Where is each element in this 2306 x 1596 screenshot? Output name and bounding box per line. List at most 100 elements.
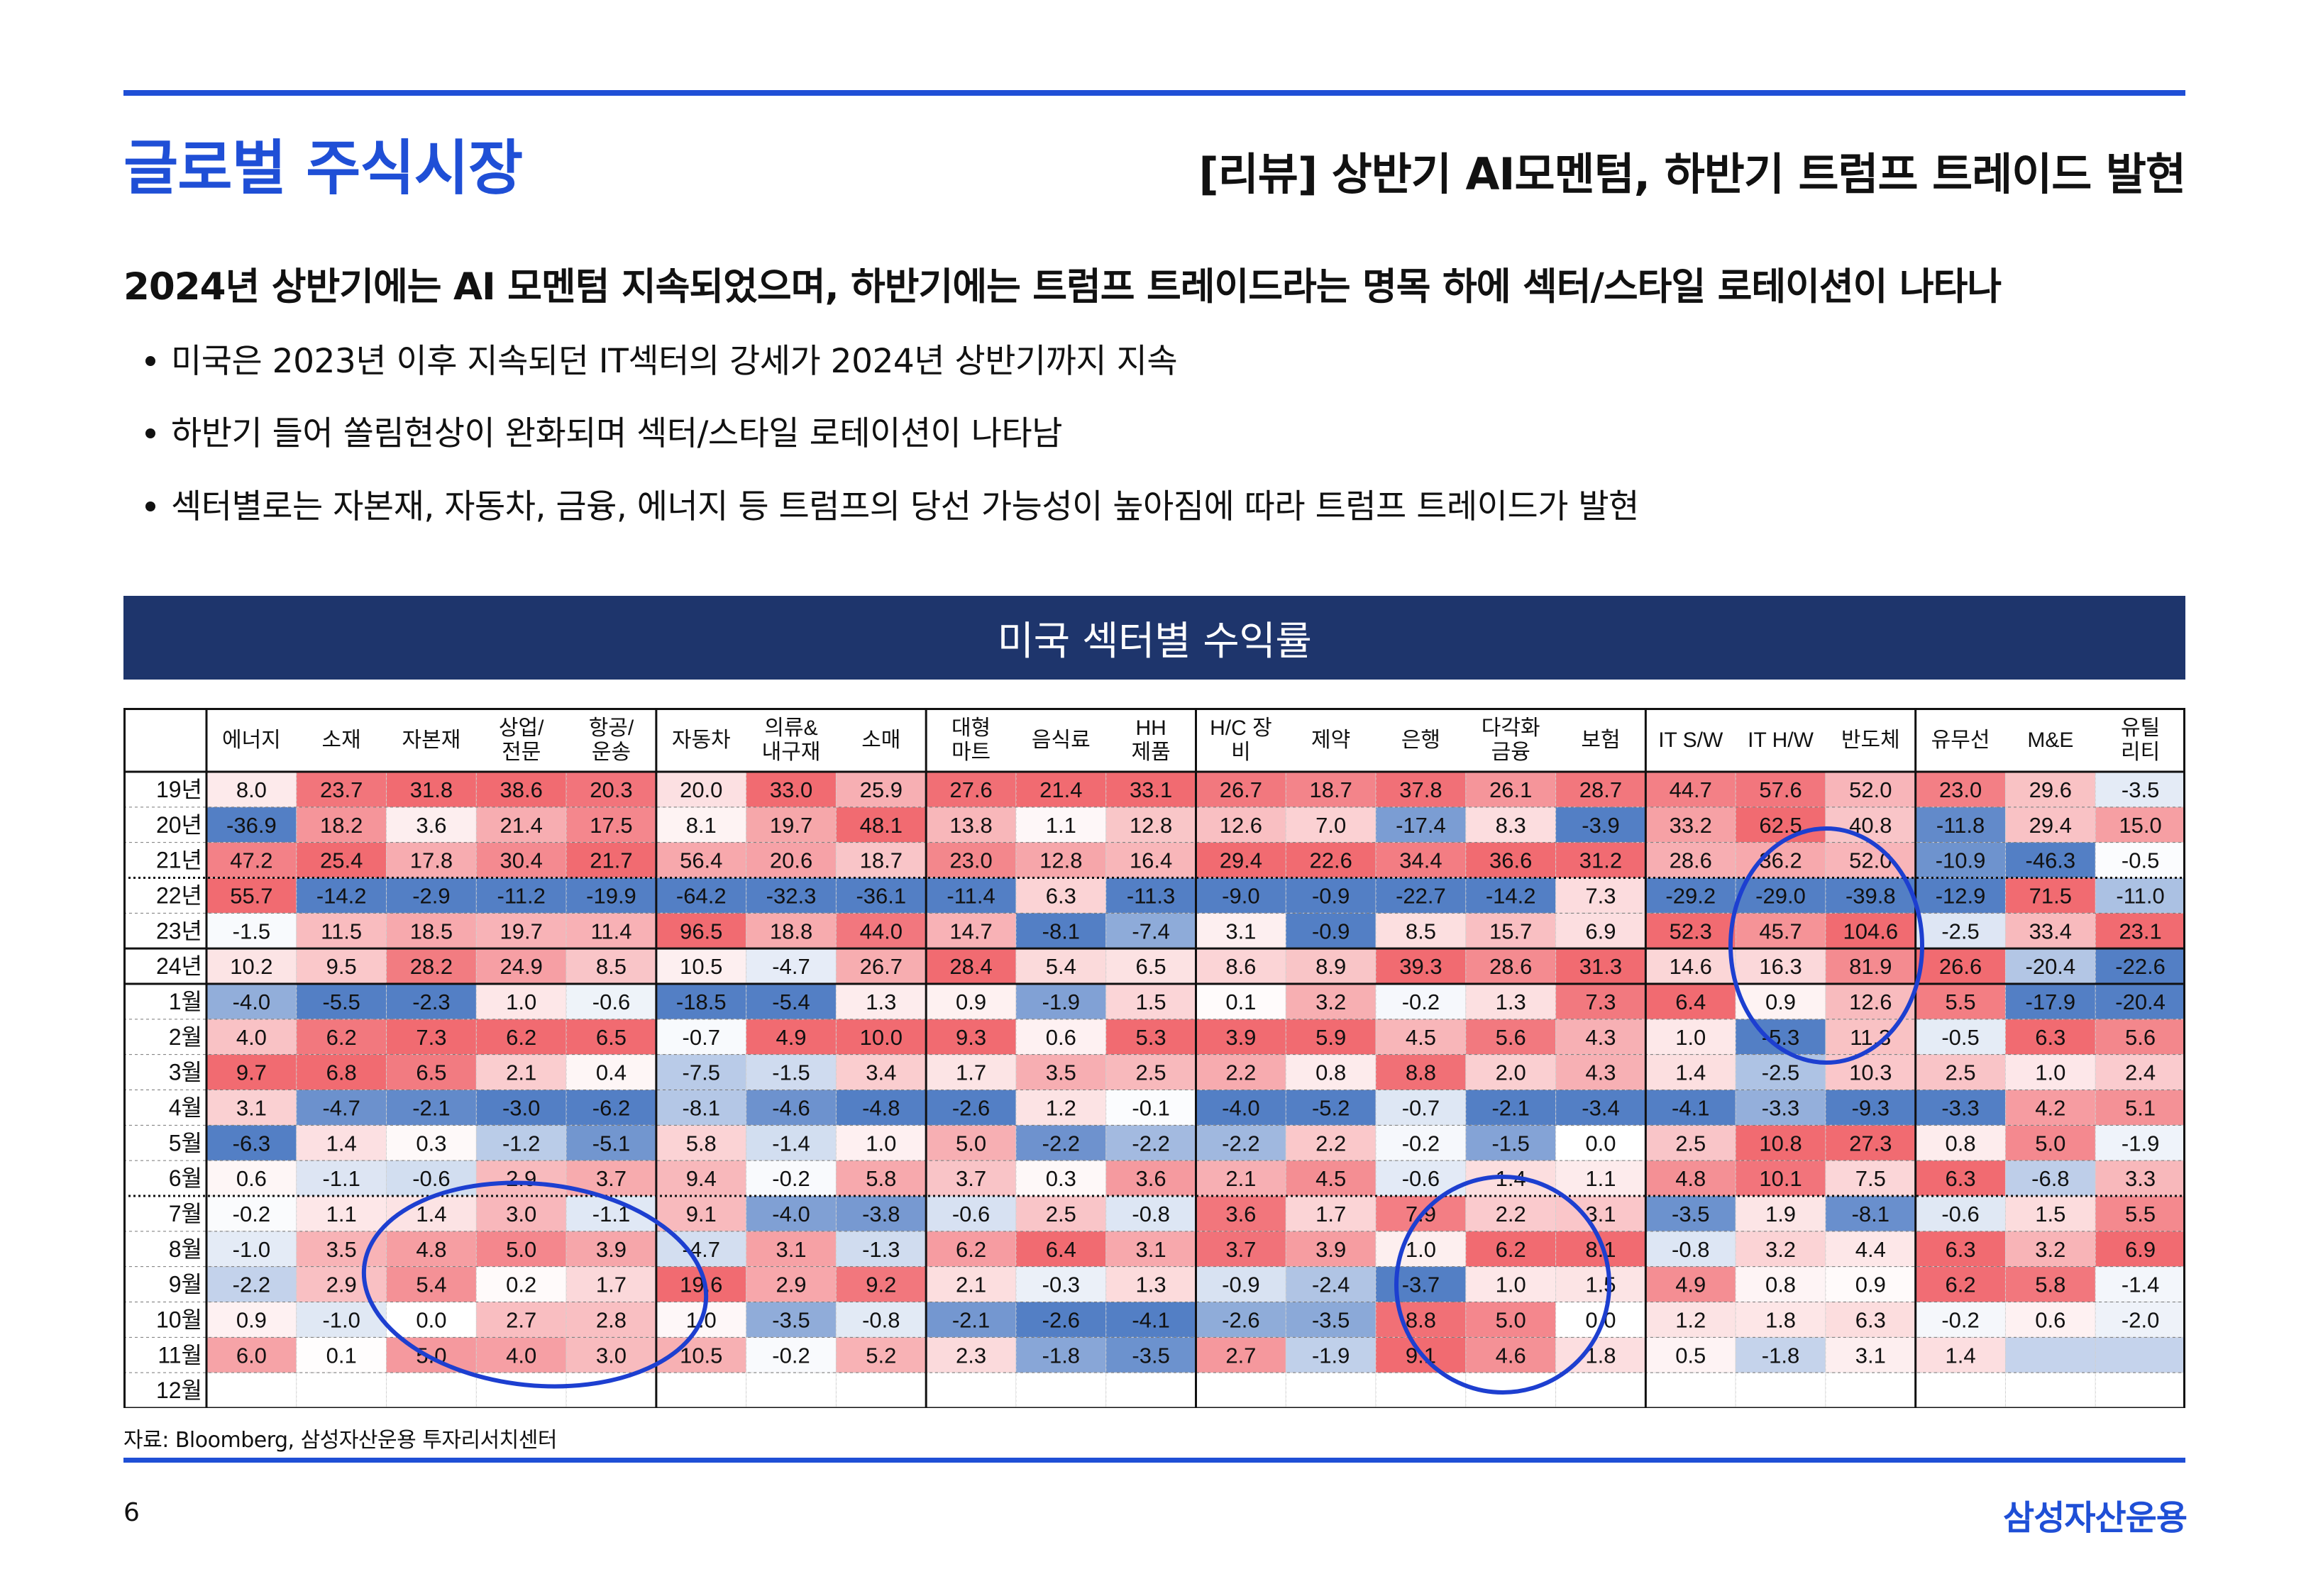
table-cell	[1375, 1124, 1467, 1161]
table-cell	[475, 948, 567, 985]
cell-value: 17.5	[590, 813, 632, 838]
cell-value: -14.2	[1486, 883, 1536, 908]
cell-value: 34.4	[1399, 848, 1442, 873]
table-cell	[1196, 771, 1286, 808]
cell-value: 17.8	[410, 848, 453, 873]
table-cell	[1196, 1266, 1286, 1303]
table-cell	[925, 1372, 1017, 1408]
table-cell	[1735, 1090, 1826, 1126]
top-rule	[123, 90, 2185, 96]
cell-value: 0.6	[2035, 1307, 2065, 1332]
row-label: 8월	[169, 1236, 202, 1262]
cell-value: -0.6	[1402, 1166, 1440, 1191]
table-cell	[925, 1302, 1017, 1338]
table-cell	[1645, 1336, 1736, 1373]
table-cell	[835, 1372, 927, 1408]
cell-value: 6.3	[1946, 1237, 1976, 1262]
cell-value: 12.6	[1220, 813, 1262, 838]
cell-value: 15.0	[2119, 813, 2161, 838]
cell-value: -0.2	[1402, 1131, 1440, 1156]
cell-value: 6.3	[1855, 1307, 1886, 1332]
cell-value: 3.7	[1225, 1237, 1256, 1262]
cell-value: 1.0	[1496, 1273, 1526, 1297]
row-label: 3월	[169, 1060, 202, 1085]
sector-returns-table: 에너지 소재 자본재 상업/전문 항공/운송 자동차 의류& 내구재 소매 대형 마트 음식료 HH 제품…	[123, 708, 2185, 1408]
cell-value: 3.2	[1765, 1237, 1796, 1262]
cell-value: 3.1	[1136, 1237, 1166, 1262]
table-cell	[2004, 1195, 2096, 1232]
cell-value: -3.5	[2122, 777, 2159, 802]
cell-value: -8.1	[1852, 1202, 1890, 1226]
table-cell	[2095, 1124, 2185, 1161]
cell-value: -39.8	[1846, 883, 1896, 908]
cell-value: -3.3	[1941, 1095, 1979, 1120]
cell-value: 31.3	[1579, 954, 1622, 979]
table-cell	[475, 1090, 567, 1126]
cell-value: 21.7	[590, 848, 632, 873]
cell-value: 1.1	[326, 1202, 357, 1226]
column-header: 에너지	[222, 728, 281, 752]
cell-value: -3.5	[772, 1307, 810, 1332]
table-cell	[206, 1019, 297, 1055]
cell-value: 1.4	[326, 1131, 357, 1156]
column-header-line: 유틸	[2121, 716, 2160, 740]
row-label: 6월	[169, 1165, 202, 1191]
cell-value: 13.8	[949, 813, 992, 838]
cell-value: 3.9	[1225, 1025, 1256, 1050]
cell-value: 1.2	[1046, 1095, 1076, 1120]
cell-value: -2.2	[233, 1273, 270, 1297]
cell-value: 4.9	[776, 1025, 806, 1050]
cell-value: 14.6	[1670, 954, 1712, 979]
table-cell	[925, 1019, 1017, 1055]
cell-value: 1.8	[1765, 1307, 1796, 1332]
cell-value: -2.5	[1941, 919, 1979, 943]
table-cell	[1915, 877, 2006, 914]
cell-value: -0.2	[772, 1166, 810, 1191]
cell-value: -3.9	[1582, 813, 1619, 838]
table-cell	[1015, 1336, 1107, 1373]
bullet-dot-icon	[145, 428, 155, 438]
cell-value: 0.6	[236, 1166, 267, 1191]
table-cell	[835, 1266, 927, 1303]
column-header-line: IT S/W	[1658, 728, 1723, 752]
cell-value: 12.8	[1130, 813, 1172, 838]
column-header-line: 반도체	[1841, 728, 1900, 752]
cell-value: -6.3	[233, 1131, 270, 1156]
table-title-banner: 미국 섹터별 수익률	[123, 596, 2185, 680]
cell-value: 4.0	[506, 1343, 536, 1368]
cell-value: 33.0	[770, 777, 812, 802]
cell-value: 3.5	[326, 1237, 357, 1262]
cell-value: 55.7	[230, 883, 272, 908]
table-cell	[475, 1054, 567, 1090]
cell-value: 7.3	[1585, 883, 1616, 908]
cell-value: 3.6	[416, 813, 446, 838]
table-cell	[1465, 1195, 1557, 1232]
column-header: 대형 마트	[951, 716, 991, 764]
table-cell	[2004, 1019, 2096, 1055]
cell-value: -3.0	[502, 1095, 540, 1120]
table-cell	[1285, 1195, 1377, 1232]
table-cell	[1645, 1160, 1736, 1197]
table-cell	[566, 1090, 657, 1126]
table-cell	[1196, 983, 1286, 1020]
cell-value: 6.9	[2125, 1237, 2156, 1262]
table-cell	[656, 1372, 747, 1408]
cell-value: -2.5	[1762, 1060, 1799, 1085]
cell-value: 1.0	[2035, 1060, 2065, 1085]
table-cell	[835, 807, 927, 843]
column-header: 자동차	[672, 728, 731, 752]
row-label: 24년	[156, 953, 202, 979]
cell-value: 2.9	[326, 1273, 357, 1297]
table-cell	[1375, 771, 1467, 808]
cell-value: 11.5	[321, 919, 362, 943]
cell-value: 4.9	[1675, 1273, 1706, 1297]
table-cell	[1285, 807, 1377, 843]
cell-value: -0.2	[772, 1343, 810, 1368]
cell-value: 47.2	[230, 848, 272, 873]
table-cell	[206, 1160, 297, 1197]
cell-value: -17.9	[2026, 990, 2076, 1014]
cell-value: 48.1	[860, 813, 903, 838]
table-cell	[2095, 912, 2185, 949]
cell-value: -0.7	[683, 1025, 720, 1050]
cell-value: -17.4	[1396, 813, 1446, 838]
